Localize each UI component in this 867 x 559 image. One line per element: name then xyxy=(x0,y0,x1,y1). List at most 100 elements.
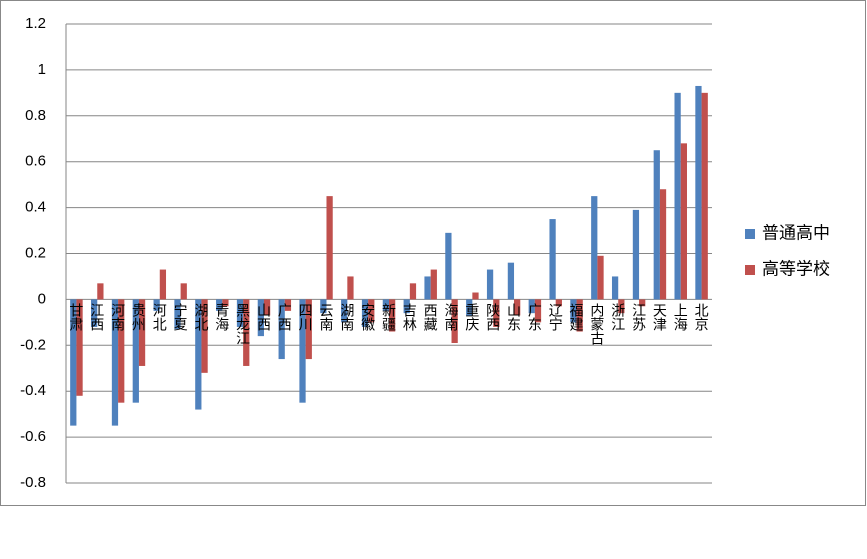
y-tick-label: -0.8 xyxy=(20,474,46,491)
bar xyxy=(680,143,687,300)
bar xyxy=(576,299,583,332)
y-tick-label: 0.8 xyxy=(25,107,46,124)
x-tick-label: 浙江 xyxy=(610,303,626,331)
y-tick-label: 1.2 xyxy=(25,15,46,32)
x-tick-label: 内蒙古 xyxy=(589,303,605,345)
legend-swatch xyxy=(745,265,755,275)
x-tick-label: 广东 xyxy=(527,303,543,331)
bar xyxy=(91,299,98,327)
bar xyxy=(403,299,410,314)
bar xyxy=(132,299,139,403)
bar xyxy=(201,299,208,373)
bar xyxy=(368,299,375,323)
bar xyxy=(674,92,681,300)
x-tick-label: 黑龙江 xyxy=(235,303,251,345)
bar xyxy=(466,299,473,316)
x-tick-label: 海南 xyxy=(444,303,460,331)
bar xyxy=(361,299,369,327)
bar xyxy=(222,299,229,307)
x-tick-label: 北京 xyxy=(694,303,710,331)
bar xyxy=(653,150,660,300)
x-tick-label: 西藏 xyxy=(423,303,439,331)
y-tick-label: 1 xyxy=(38,61,46,78)
x-tick-label: 山西 xyxy=(256,303,272,331)
y-tick-label: -0.4 xyxy=(20,382,46,399)
x-tick-label: 上海 xyxy=(673,303,689,331)
bar xyxy=(451,299,458,344)
bar xyxy=(701,92,708,300)
bar xyxy=(430,269,437,300)
x-tick-label: 河南 xyxy=(110,303,126,331)
y-tick-label: 0 xyxy=(38,290,46,307)
bar xyxy=(263,299,271,316)
bar xyxy=(299,299,306,403)
bar xyxy=(195,299,202,410)
bar xyxy=(97,283,104,300)
bar xyxy=(236,299,244,327)
bar xyxy=(659,189,667,300)
bar xyxy=(409,283,417,300)
legend-label: 普通高中 xyxy=(762,223,830,242)
bar xyxy=(70,299,77,426)
bar xyxy=(549,219,556,300)
bar xyxy=(695,85,702,300)
bar xyxy=(618,299,625,314)
bar xyxy=(445,232,452,300)
bar xyxy=(347,276,354,300)
bar xyxy=(326,196,333,300)
bar xyxy=(284,299,292,311)
x-tick-label: 贵州 xyxy=(131,303,147,331)
bar xyxy=(320,299,327,314)
bar xyxy=(138,299,146,366)
x-tick-label: 新疆 xyxy=(381,303,397,331)
bar xyxy=(159,269,167,300)
bar xyxy=(216,299,223,311)
bar xyxy=(389,299,396,332)
y-tick-label: 0.6 xyxy=(25,153,46,170)
bar xyxy=(278,299,285,360)
bar xyxy=(591,196,598,300)
bar xyxy=(534,299,542,323)
bar xyxy=(305,299,312,360)
bar xyxy=(174,299,181,330)
bar xyxy=(570,299,577,323)
y-tick-label: 0.4 xyxy=(25,199,46,216)
x-tick-label: 江苏 xyxy=(631,303,647,332)
bar xyxy=(639,299,646,307)
x-tick-label: 湖南 xyxy=(339,303,355,331)
bar xyxy=(153,299,160,311)
bar xyxy=(528,299,535,314)
y-tick-label: 0.2 xyxy=(25,244,46,261)
bar xyxy=(424,276,431,300)
x-tick-label: 广西 xyxy=(277,303,293,331)
bar xyxy=(486,269,494,300)
x-tick-label: 四川 xyxy=(298,303,314,331)
x-tick-label: 吉林 xyxy=(402,303,418,331)
x-tick-label: 湖北 xyxy=(193,303,209,332)
x-tick-label: 山东 xyxy=(506,303,522,331)
y-tick-label: -0.2 xyxy=(20,336,46,353)
bar xyxy=(341,299,348,323)
bar xyxy=(493,299,500,327)
x-tick-label: 宁夏 xyxy=(173,303,189,332)
y-tick-label: -0.6 xyxy=(20,428,46,445)
bar xyxy=(382,299,389,311)
bar xyxy=(76,299,83,396)
bar xyxy=(118,299,125,403)
bar xyxy=(597,255,604,300)
bar xyxy=(514,299,521,316)
x-tick-label: 青海 xyxy=(214,303,230,331)
x-tick-label: 河北 xyxy=(152,303,168,332)
bar xyxy=(507,262,515,300)
x-tick-label: 福建 xyxy=(569,303,585,332)
x-tick-label: 安徽 xyxy=(360,303,376,331)
x-tick-label: 重庆 xyxy=(464,303,480,331)
x-tick-label: 陕西 xyxy=(485,303,501,331)
bar xyxy=(257,299,264,337)
x-tick-label: 天津 xyxy=(652,303,668,331)
x-tick-label: 甘肃 xyxy=(68,303,84,331)
legend-label: 高等学校 xyxy=(762,259,830,278)
bar xyxy=(611,276,619,300)
legend-swatch xyxy=(745,229,755,239)
